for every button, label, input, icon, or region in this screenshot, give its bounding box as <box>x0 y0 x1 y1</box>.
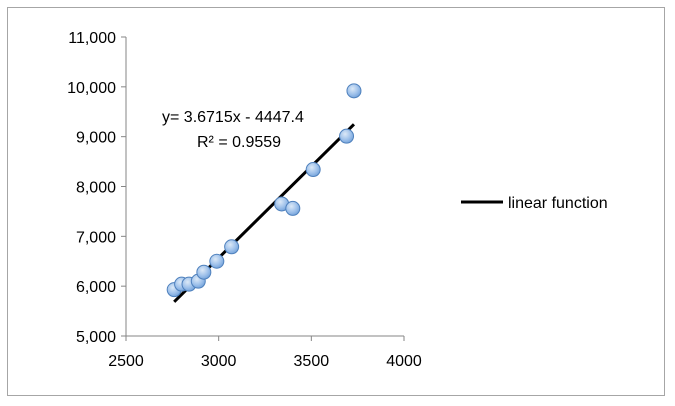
data-point <box>224 239 240 255</box>
y-tick-label: 10,000 <box>67 80 116 97</box>
data-point <box>285 200 301 216</box>
x-tick-label: 3000 <box>201 353 237 370</box>
legend: linear function <box>461 195 608 212</box>
trendline-r-squared: R² = 0.9559 <box>197 134 281 151</box>
y-tick-label: 6,000 <box>76 279 116 296</box>
data-point <box>196 264 212 280</box>
y-tick-label: 5,000 <box>76 329 116 346</box>
data-point <box>209 253 225 269</box>
data-point <box>346 83 362 99</box>
data-points <box>166 83 362 298</box>
y-tick-label: 7,000 <box>76 229 116 246</box>
trendline-equation: y= 3.6715x - 4447.4 <box>162 109 304 126</box>
x-axis-ticks: 2500 3000 3500 4000 <box>108 336 422 370</box>
y-tick-label: 11,000 <box>68 30 116 47</box>
x-tick-label: 3500 <box>294 353 330 370</box>
legend-label: linear function <box>508 195 608 212</box>
data-point <box>305 162 321 178</box>
y-axis-ticks: 5,000 6,000 7,000 8,000 9,000 10,000 11,000 <box>67 30 126 346</box>
y-tick-label: 9,000 <box>76 130 116 147</box>
y-tick-label: 8,000 <box>76 180 116 197</box>
x-tick-label: 4000 <box>386 353 422 370</box>
x-tick-label: 2500 <box>108 353 144 370</box>
chart-area <box>7 7 665 396</box>
data-point <box>339 128 355 144</box>
